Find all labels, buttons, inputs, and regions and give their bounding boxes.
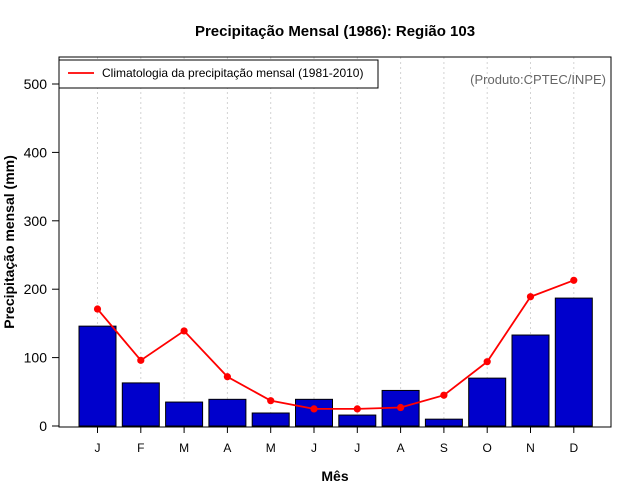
x-tick-label: M [179,441,189,455]
climatology-point-9 [483,358,491,366]
bar-11 [554,297,593,427]
climatology-polyline [96,279,575,410]
legend-box [58,59,379,89]
chart-title: Precipitação Mensal (1986): Região 103 [195,23,475,40]
bar-10 [511,334,550,427]
climatology-point-3 [223,373,231,381]
legend-label: Climatologia da precipitação mensal (198… [102,66,363,80]
x-tick-label: F [137,441,144,455]
x-tick-label: N [526,441,535,455]
climatology-point-8 [440,391,448,399]
x-tick-label: O [483,441,492,455]
x-tick-label: D [569,441,578,455]
y-axis: 0 100 200 300 400 500 [24,76,59,434]
y-tick-label: 300 [24,213,48,229]
climatology-point-7 [397,403,405,412]
climatology-point-6 [353,405,361,413]
bar-1 [121,382,160,427]
credit-text: (Produto:CPTEC/INPE) [470,72,606,87]
bar-5 [295,398,333,427]
bar-4 [251,412,290,427]
plot-frame [58,56,612,428]
bar-0 [78,325,117,427]
climatology-point-2 [180,327,188,335]
legend: Climatologia da precipitação mensal (198… [58,59,379,89]
bar-9 [468,377,507,427]
x-tick-label: J [311,441,317,455]
climatology-line [93,276,578,413]
climatology-point-5 [310,405,318,413]
y-tick-label: 200 [24,281,48,297]
climatology-point-4 [267,397,275,405]
x-tick-label: S [440,441,448,455]
x-tick-label: J [354,441,360,455]
y-tick-label: 0 [39,418,47,434]
grid-lines [97,57,575,427]
climatology-point-1 [137,356,145,364]
y-tick-label: 500 [24,76,48,92]
bar-6 [338,414,377,427]
x-tick-label: A [397,441,405,455]
x-axis-label: Mês [321,468,348,484]
bar-2 [165,401,204,427]
y-axis-label: Precipitação mensal (mm) [1,155,17,329]
y-tick-label: 400 [24,144,48,160]
x-tick-label: J [95,441,101,455]
bars [78,297,593,427]
bar-8 [424,418,463,427]
bar-3 [208,398,247,427]
climatology-point-11 [570,276,578,284]
climatology-point-10 [526,293,535,301]
x-tick-label: M [266,441,276,455]
x-tick-label: A [223,441,231,455]
y-tick-label: 100 [24,350,48,366]
climatology-point-0 [93,305,102,313]
